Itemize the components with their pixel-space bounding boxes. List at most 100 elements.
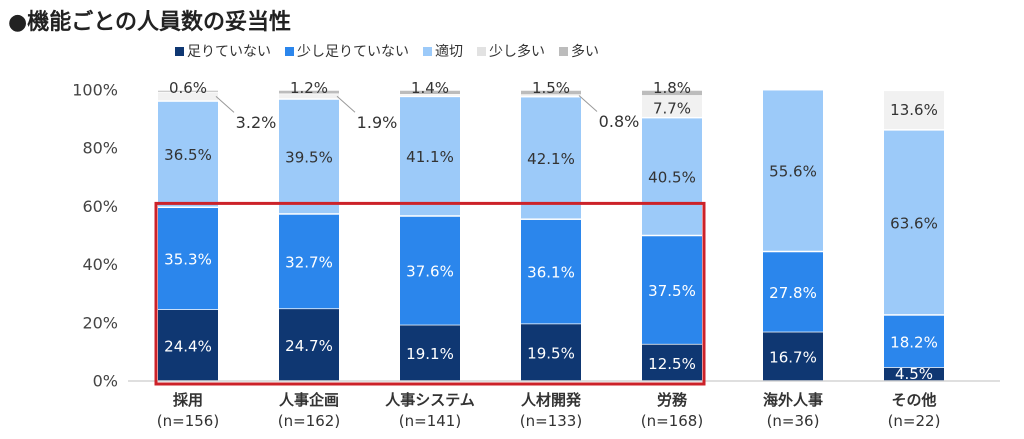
bar-segment	[521, 219, 581, 324]
category-n-label: (n=22)	[888, 412, 941, 430]
legend-swatch	[477, 46, 486, 56]
data-label: 0.8%	[599, 112, 640, 131]
leader-line	[215, 96, 235, 113]
bar-segment	[521, 90, 581, 95]
data-label: 13.6%	[890, 101, 938, 119]
data-label: 39.5%	[285, 148, 333, 166]
bar-segment	[521, 97, 581, 219]
category-label: 人事企画	[279, 391, 339, 409]
bar-segment	[884, 315, 944, 368]
y-tick-label: 0%	[93, 372, 118, 391]
bar-segment	[521, 324, 581, 381]
bar-segment	[400, 97, 460, 216]
data-label: 41.1%	[406, 148, 454, 166]
data-label: 27.8%	[769, 284, 817, 302]
bar-segment	[642, 95, 702, 117]
bar-segment	[642, 90, 702, 96]
bar-segment	[400, 94, 460, 96]
bar-segment	[884, 367, 944, 381]
category-label: その他	[891, 391, 936, 409]
y-tick-label: 100%	[72, 81, 118, 100]
bar-segment	[158, 309, 218, 381]
bar-segment	[763, 332, 823, 381]
category-n-label: (n=156)	[157, 412, 219, 430]
data-label: 19.5%	[527, 345, 575, 363]
bar-segment	[642, 236, 702, 344]
bar-segment	[400, 90, 460, 95]
category-n-label: (n=141)	[399, 412, 461, 430]
bar-segment	[279, 214, 339, 309]
legend-item: 足りていない	[175, 41, 271, 61]
category-label: 採用	[173, 391, 203, 409]
bar-segment	[279, 90, 339, 94]
data-label: 3.2%	[236, 113, 277, 132]
legend-label: 足りていない	[187, 44, 271, 60]
bar-segment	[884, 130, 944, 315]
y-tick-label: 60%	[82, 197, 118, 216]
legend-label: 少し多い	[489, 44, 545, 60]
data-label: 37.5%	[648, 282, 696, 300]
leader-line	[578, 95, 598, 112]
data-label: 36.1%	[527, 264, 575, 282]
legend-label: 適切	[435, 44, 463, 60]
data-label: 24.7%	[285, 337, 333, 355]
data-label: 0.6%	[169, 79, 207, 97]
data-label: 32.7%	[285, 254, 333, 272]
chart-title: ●機能ごとの人員数の妥当性	[8, 10, 291, 35]
bar-segment	[763, 90, 823, 251]
bar-segment	[279, 309, 339, 381]
data-label: 12.5%	[648, 355, 696, 373]
legend-item: 多い	[559, 41, 599, 61]
legend-swatch	[423, 46, 432, 56]
data-label: 1.5%	[532, 79, 570, 97]
category-label: 労務	[657, 391, 688, 409]
y-tick-label: 40%	[82, 255, 118, 274]
legend-label: 少し足りていない	[297, 44, 409, 60]
legend-swatch	[175, 46, 184, 56]
data-label: 24.4%	[164, 337, 212, 355]
bar-segment	[158, 101, 218, 207]
data-label: 42.1%	[527, 150, 575, 168]
bar-segment	[158, 208, 218, 310]
legend-item: 少し足りていない	[285, 41, 409, 61]
legend-swatch	[559, 46, 568, 56]
data-label: 19.1%	[406, 345, 454, 363]
legend-swatch	[285, 46, 294, 56]
category-label: 人材開発	[521, 391, 582, 409]
bar-segment	[158, 92, 218, 101]
bar-segment	[521, 95, 581, 96]
bar-segment	[400, 325, 460, 381]
category-label: 人事システム	[385, 391, 475, 409]
leader-line	[336, 95, 356, 113]
bar-segment	[642, 118, 702, 235]
highlight-box	[154, 201, 706, 386]
bar-segment	[279, 94, 339, 99]
data-label: 63.6%	[890, 214, 938, 232]
data-label: 55.6%	[769, 163, 817, 181]
bar-segment	[158, 90, 218, 92]
legend-label: 多い	[571, 44, 599, 60]
category-n-label: (n=133)	[520, 412, 582, 430]
data-label: 7.7%	[653, 99, 691, 117]
category-n-label: (n=168)	[641, 412, 703, 430]
category-label: 海外人事	[763, 391, 823, 409]
legend-item: 少し多い	[477, 41, 545, 61]
bar-segment	[763, 252, 823, 332]
data-label: 1.2%	[290, 79, 328, 97]
data-label: 1.8%	[653, 79, 691, 97]
data-label: 16.7%	[769, 349, 817, 367]
bar-segment	[642, 344, 702, 381]
bar-segment	[279, 99, 339, 214]
data-label: 1.4%	[411, 79, 449, 97]
data-label: 1.9%	[357, 113, 398, 132]
bar-segment	[400, 216, 460, 325]
category-n-label: (n=36)	[767, 412, 820, 430]
data-label: 37.6%	[406, 263, 454, 281]
y-tick-label: 80%	[82, 139, 118, 158]
data-label: 35.3%	[164, 251, 212, 269]
y-tick-label: 20%	[82, 313, 118, 332]
data-label: 40.5%	[648, 169, 696, 187]
legend-item: 適切	[423, 41, 463, 61]
data-label: 36.5%	[164, 146, 212, 164]
